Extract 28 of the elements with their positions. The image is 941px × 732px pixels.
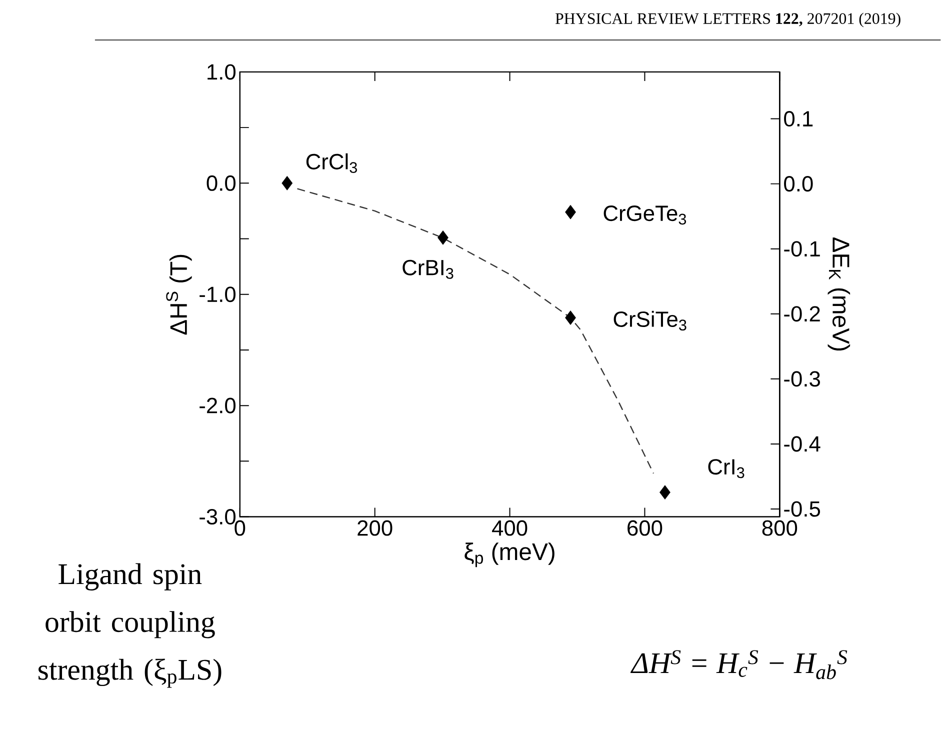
text: ΔH$^{S}$ = H$_{c}$$^{S}$ − H$_{ab}$S bbox=[630, 650, 848, 680]
y2-tick-label: -0.2 bbox=[784, 306, 820, 322]
y2-axis-title: ΔE$_{K}$ (meV) bbox=[828, 238, 850, 351]
x-tick-label: 0 bbox=[234, 520, 246, 536]
y2-tick-label: 0.0 bbox=[784, 176, 813, 192]
y2-tick-label: -0.5 bbox=[784, 501, 820, 517]
x-tick-label: 800 bbox=[762, 520, 798, 536]
x-tick-label: 600 bbox=[628, 520, 662, 536]
y2-tick-label: -0.3 bbox=[784, 371, 820, 387]
y-tick-label: -3.0 bbox=[200, 509, 236, 525]
annotation: CrGeTe$_{3}$ bbox=[604, 206, 686, 225]
annotation: CrCl$_{3}$ bbox=[306, 154, 357, 174]
y2-tick-label: -0.4 bbox=[784, 436, 820, 452]
y-tick-label: -1.0 bbox=[200, 286, 236, 302]
y-tick-label: -2.0 bbox=[200, 398, 236, 414]
annotation: CrSiTe$_{3}$ bbox=[614, 311, 686, 331]
x-tick-label: 400 bbox=[492, 520, 528, 536]
y2-tick-label: -0.1 bbox=[784, 241, 820, 257]
y-axis-title: ΔH$^{S}$ (T) bbox=[166, 254, 192, 335]
y2-tick-label: 0.1 bbox=[784, 111, 813, 127]
text: PHYSICAL REVIEW LETTERS 122, 207201 (2019) bbox=[555, 12, 900, 28]
x-axis-title: ξ$_{p}$ (meV) bbox=[464, 542, 554, 568]
x-tick-label: 200 bbox=[358, 520, 392, 536]
y-tick-label: 0.0 bbox=[206, 176, 236, 192]
text: Ligand spin orbit coupling strength (ξ$_{p}$LS) bbox=[38, 563, 222, 688]
annotation: CrBI$_{3}$ bbox=[402, 260, 454, 280]
annotation: CrI$_{3}$ bbox=[708, 459, 744, 478]
y-tick-label: 1.0 bbox=[208, 64, 236, 80]
